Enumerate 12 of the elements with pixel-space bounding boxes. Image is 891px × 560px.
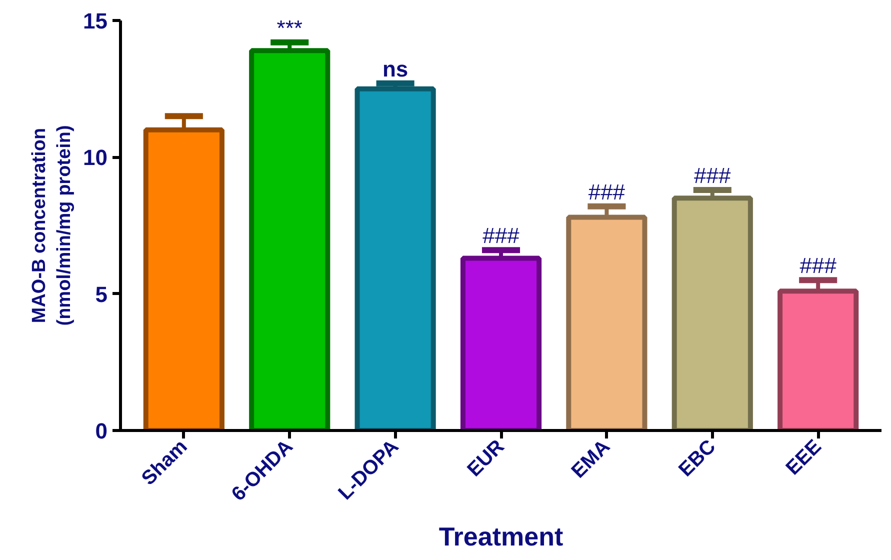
y-tick-label: 5 <box>95 282 108 307</box>
annotation: ### <box>482 223 520 248</box>
annotation: ### <box>588 179 626 204</box>
annotation: ### <box>694 162 732 188</box>
y-axis-title: MAO-B concentration (nmol/min/mg protein) <box>28 125 76 326</box>
x-axis-title: Treatment <box>438 521 564 552</box>
annotation: ### <box>800 253 838 278</box>
annotation: ns <box>382 56 408 82</box>
y-tick-label: 10 <box>83 145 108 170</box>
y-tick-label: 0 <box>95 418 108 444</box>
y-tick-label: 15 <box>83 8 108 34</box>
annotation: *** <box>276 15 303 40</box>
